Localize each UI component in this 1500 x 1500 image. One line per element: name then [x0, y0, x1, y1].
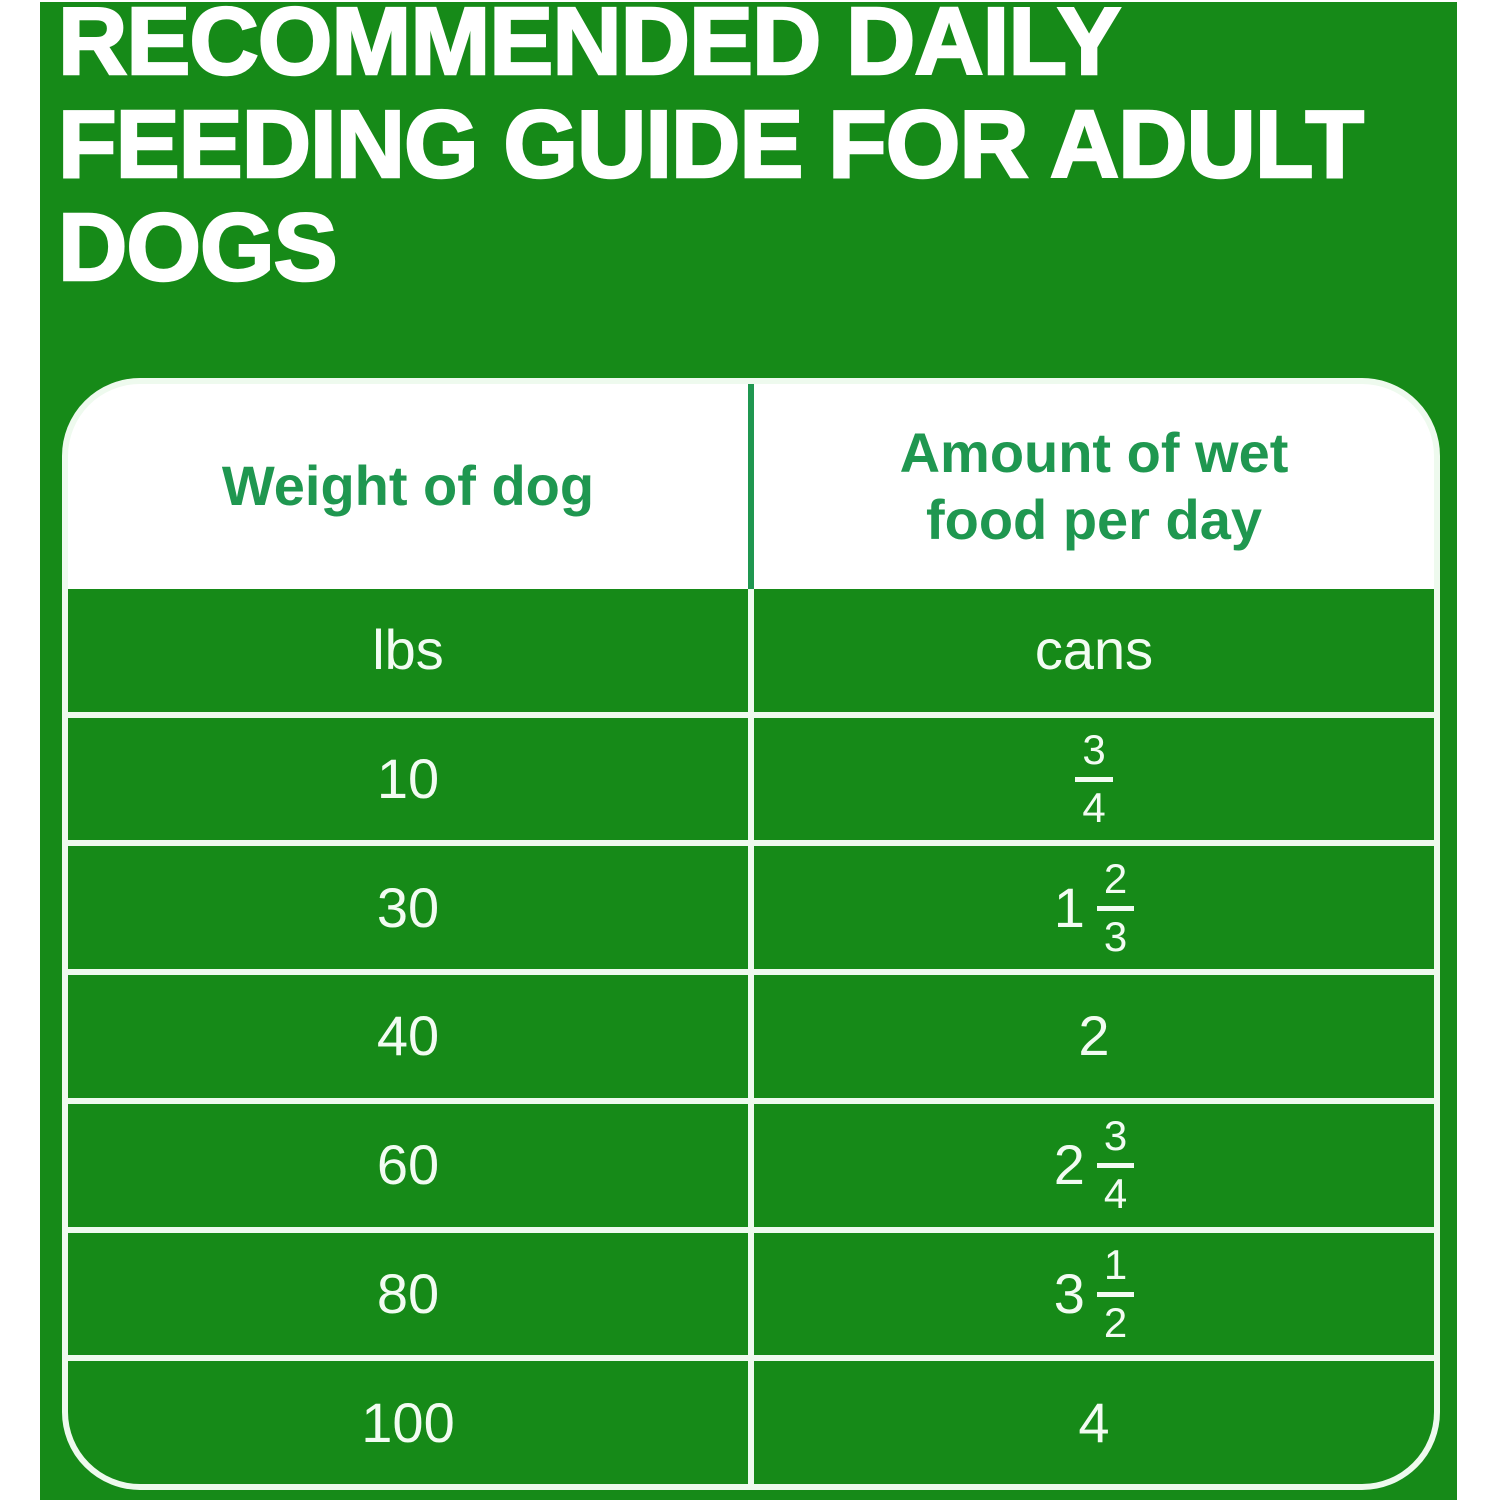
fraction-numerator: 3 — [1075, 729, 1113, 783]
amount-whole-number: 1 — [1053, 875, 1085, 939]
fraction-numerator: 1 — [1096, 1243, 1135, 1297]
table-header-row: Weight of dog Amount of wet food per day — [68, 384, 1434, 589]
fraction-denominator: 3 — [1103, 912, 1128, 960]
weight-value: 10 — [376, 747, 440, 811]
amount-whole-number: 4 — [1078, 1390, 1110, 1454]
header-column-divider — [748, 384, 754, 589]
page-title-line2: FEEDING GUIDE FOR ADULT — [57, 91, 1365, 198]
units-amount-label: cans — [1034, 618, 1154, 682]
fraction-denominator: 4 — [1103, 1170, 1128, 1218]
fraction-numerator: 2 — [1096, 857, 1135, 911]
page-title-line3: DOGS — [57, 194, 339, 301]
amount-cell: 2 — [754, 975, 1434, 1098]
column-header-weight-label: Weight of dog — [221, 454, 595, 518]
amount-cell: 4 — [754, 1361, 1434, 1484]
amount-whole-number: 2 — [1053, 1133, 1085, 1197]
page-title: RECOMMENDED DAILY FEEDING GUIDE FOR ADUL… — [57, 0, 1365, 301]
column-header-weight: Weight of dog — [68, 384, 748, 589]
amount-whole-number: 3 — [1053, 1261, 1085, 1325]
units-weight-label: lbs — [372, 618, 444, 682]
amount-value: 2 — [1078, 1008, 1109, 1064]
column-header-amount-label: Amount of wet food per day — [899, 421, 1289, 551]
weight-value: 80 — [376, 1261, 440, 1325]
weight-cell: 30 — [68, 846, 748, 970]
weight-cell: 80 — [68, 1232, 748, 1356]
weight-cell: 100 — [68, 1361, 748, 1484]
fraction-numerator: 3 — [1096, 1115, 1135, 1169]
weight-cell: 10 — [68, 717, 748, 841]
weight-value: 100 — [361, 1390, 455, 1454]
table-body: lbs cans 10 3 4 30 1 2 3 40 2 60 2 3 4 80 3 1 2 100 4 — [68, 589, 1434, 1484]
weight-value: 40 — [376, 1004, 440, 1068]
fraction-denominator: 2 — [1103, 1298, 1128, 1346]
amount-whole-number: 2 — [1078, 1004, 1110, 1068]
units-weight-cell: lbs — [68, 589, 748, 712]
weight-value: 60 — [376, 1133, 440, 1197]
feeding-guide-table: Weight of dog Amount of wet food per day… — [62, 378, 1440, 1490]
weight-cell: 60 — [68, 1103, 748, 1227]
column-header-amount: Amount of wet food per day — [754, 384, 1434, 589]
fraction-denominator: 4 — [1082, 784, 1106, 832]
weight-cell: 40 — [68, 975, 748, 1098]
amount-value: 4 — [1078, 1390, 1110, 1454]
weight-value: 30 — [376, 875, 440, 939]
units-amount-cell: cans — [754, 589, 1434, 712]
page-title-line1: RECOMMENDED DAILY — [57, 0, 1123, 95]
